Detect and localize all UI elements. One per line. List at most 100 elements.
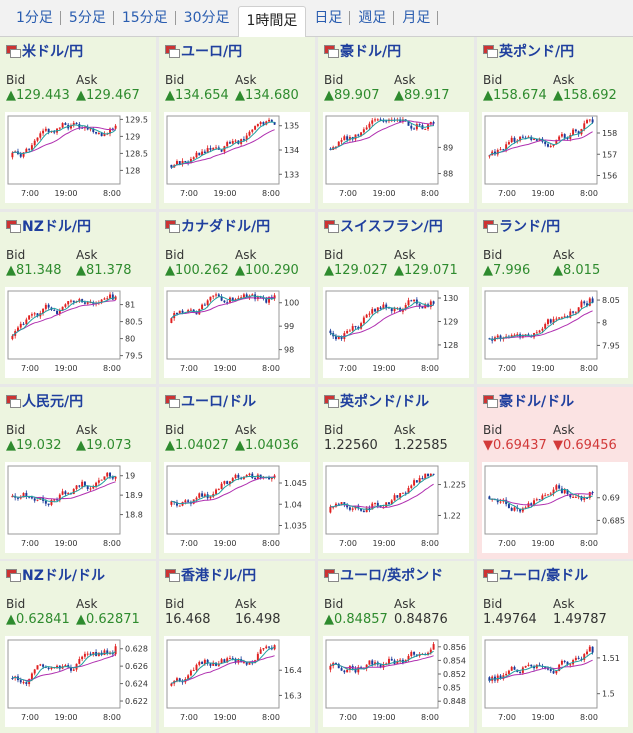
tab-7[interactable]: 月足 (394, 4, 439, 32)
price-chart[interactable]: 7.95 8 8.05 7:00 19:00 8:00 (482, 287, 628, 378)
pair-title[interactable]: 英ポンド/円 (483, 42, 574, 60)
ask-value: ▲0.62871 (76, 612, 140, 627)
candle-body (429, 122, 432, 125)
price-chart[interactable]: 18.8 18.9 19 7:00 19:00 8:00 (5, 462, 151, 553)
candle-body (552, 671, 555, 674)
rate-card[interactable]: 米ドル/円 Bid ▲129.443 Ask ▲129.467 128 128.5 129 12… (0, 37, 156, 209)
price-chart[interactable]: 1.035 1.04 1.045 7:00 19:00 8:00 (164, 462, 310, 553)
price-chart[interactable]: 128 129 130 7:00 19:00 8:00 (323, 287, 469, 378)
x-tick-label: 19:00 (531, 364, 554, 373)
candle-body (234, 299, 237, 301)
candle-body (220, 296, 223, 301)
rate-card[interactable]: NZドル/ドル Bid ▲0.62841 Ask ▲0.62871 0.622 0.624 0… (0, 561, 156, 733)
pair-title[interactable]: ユーロ/ドル (165, 392, 256, 410)
pair-title[interactable]: NZドル/ドル (6, 566, 105, 584)
candle-body (404, 492, 407, 494)
pair-title[interactable]: ユーロ/豪ドル (483, 566, 588, 584)
tab-3[interactable]: 30分足 (183, 10, 230, 26)
price-chart[interactable]: 128 128.5 129 129.5 7:00 19:00 8:00 (5, 112, 151, 203)
candle-body (418, 303, 421, 307)
pair-title[interactable]: 米ドル/円 (6, 42, 83, 60)
pair-title[interactable]: 人民元/円 (6, 392, 83, 410)
ask-value: ▲158.692 (553, 88, 617, 103)
rate-card[interactable]: ユーロ/円 Bid ▲134.654 Ask ▲134.680 133 134 135 7:00… (159, 37, 315, 209)
pair-title[interactable]: ユーロ/英ポンド (324, 566, 443, 584)
candle-body (75, 122, 78, 125)
y-tick-label: 1.04 (284, 500, 302, 509)
rate-card[interactable]: カナダドル/円 Bid ▲100.262 Ask ▲100.290 98 99 100 7:00… (159, 212, 315, 384)
candle-body (524, 137, 527, 139)
price-chart[interactable]: 0.622 0.624 0.626 0.628 7:00 19:00 8:00 (5, 636, 151, 727)
candle-body (374, 309, 377, 312)
pair-title[interactable]: ランド/円 (483, 217, 560, 235)
candle-body (231, 478, 234, 482)
price-chart[interactable]: 0.848 0.85 0.852 0.854 0.856 7:00 19:00 8:00 (323, 636, 469, 727)
candle-body (223, 481, 226, 484)
price-chart[interactable]: 16.3 16.4 7:00 19:00 8:00 (164, 636, 310, 727)
candle-body (549, 669, 552, 672)
bid-value: ▲7.996 (483, 263, 531, 278)
tab-2[interactable]: 15分足 (114, 4, 176, 32)
pair-title[interactable]: 豪ドル/ドル (483, 392, 574, 410)
candle-body (574, 129, 577, 132)
rate-card[interactable]: スイスフラン/円 Bid ▲129.027 Ask ▲129.071 128 129 130 7… (318, 212, 474, 384)
rate-card[interactable]: ユーロ/豪ドル Bid 1.49764 Ask 1.49787 1.5 1.51 7:00 19… (477, 561, 633, 733)
candle-body (393, 308, 396, 312)
candle-body (574, 657, 577, 661)
candle-body (413, 652, 416, 655)
rate-card[interactable]: ユーロ/英ポンド Bid ▲0.84857 Ask 0.84876 0.848 0.85 0.… (318, 561, 474, 733)
candle-body (47, 304, 50, 308)
tab-4[interactable]: 1時間足 (237, 5, 307, 37)
price-chart[interactable]: 0.685 0.69 7:00 19:00 8:00 (482, 462, 628, 553)
rate-card[interactable]: 英ポンド/ドル Bid 1.22560 Ask 1.22585 1.22 1.225 7:00… (318, 387, 474, 559)
x-tick-label: 19:00 (372, 364, 395, 373)
rate-card[interactable]: 豪ドル/円 Bid ▲89.907 Ask ▲89.917 88 89 7:00 19:00 8:… (318, 37, 474, 209)
candle-body (195, 497, 198, 500)
rate-card[interactable]: NZドル/円 Bid ▲81.348 Ask ▲81.378 79.5 80 80.5 81 7:… (0, 212, 156, 384)
price-chart[interactable]: 79.5 80 80.5 81 7:00 19:00 8:00 (5, 287, 151, 378)
candle-body (251, 294, 254, 296)
price-chart[interactable]: 88 89 7:00 19:00 8:00 (323, 112, 469, 203)
tab-1[interactable]: 5分足 (61, 4, 114, 32)
rate-card[interactable]: ランド/円 Bid ▲7.996 Ask ▲8.015 7.95 8 8.05 7:00 19:0… (477, 212, 633, 384)
tab-6[interactable]: 週足 (350, 4, 395, 32)
candle-body (365, 508, 368, 513)
plot-frame (7, 639, 121, 709)
pair-title[interactable]: スイスフラン/円 (324, 217, 443, 235)
rate-card[interactable]: 香港ドル/円 Bid 16.468 Ask 16.498 16.3 16.4 7:00 19:0… (159, 561, 315, 733)
y-tick-label: 0.856 (443, 643, 466, 652)
rate-card[interactable]: 豪ドル/ドル Bid ▼0.69437 Ask ▼0.69456 0.685 0.69 7:0… (477, 387, 633, 559)
price-chart[interactable]: 1.22 1.225 7:00 19:00 8:00 (323, 462, 469, 553)
candle-body (254, 126, 257, 130)
candle-body (109, 294, 112, 299)
rate-card[interactable]: 人民元/円 Bid ▲19.032 Ask ▲19.073 18.8 18.9 19 7:00 1… (0, 387, 156, 559)
candle-body (226, 658, 229, 663)
tab-5[interactable]: 日足 (306, 4, 351, 32)
pair-title[interactable]: 英ポンド/ドル (324, 392, 429, 410)
y-tick-label: 0.848 (443, 697, 466, 706)
pair-title[interactable]: 豪ドル/円 (324, 42, 401, 60)
x-tick-label: 19:00 (213, 539, 236, 548)
candle-body (566, 137, 569, 139)
candle-body (201, 304, 204, 310)
pair-title[interactable]: カナダドル/円 (165, 217, 270, 235)
candle-body (268, 119, 271, 122)
price-chart[interactable]: 133 134 135 7:00 19:00 8:00 (164, 112, 310, 203)
price-chart[interactable]: 98 99 100 7:00 19:00 8:00 (164, 287, 310, 378)
candle-body (262, 648, 265, 650)
tab-0[interactable]: 1分足 (8, 4, 61, 32)
candle-body (50, 500, 53, 505)
rate-card[interactable]: 英ポンド/円 Bid ▲158.674 Ask ▲158.692 156 157 158 7:0… (477, 37, 633, 209)
candle-body (530, 503, 533, 506)
rate-card[interactable]: ユーロ/ドル Bid ▲1.04027 Ask ▲1.04036 1.035 1.04 1.0… (159, 387, 315, 559)
candle-body (86, 302, 89, 304)
x-tick-label: 8:00 (580, 189, 598, 198)
pair-title[interactable]: ユーロ/円 (165, 42, 242, 60)
candle-body (371, 660, 374, 665)
price-chart[interactable]: 1.5 1.51 7:00 19:00 8:00 (482, 636, 628, 727)
pair-title[interactable]: 香港ドル/円 (165, 566, 256, 584)
price-chart[interactable]: 156 157 158 7:00 19:00 8:00 (482, 112, 628, 203)
candle-body (78, 299, 81, 302)
candle-body (560, 488, 563, 494)
pair-title[interactable]: NZドル/円 (6, 217, 91, 235)
